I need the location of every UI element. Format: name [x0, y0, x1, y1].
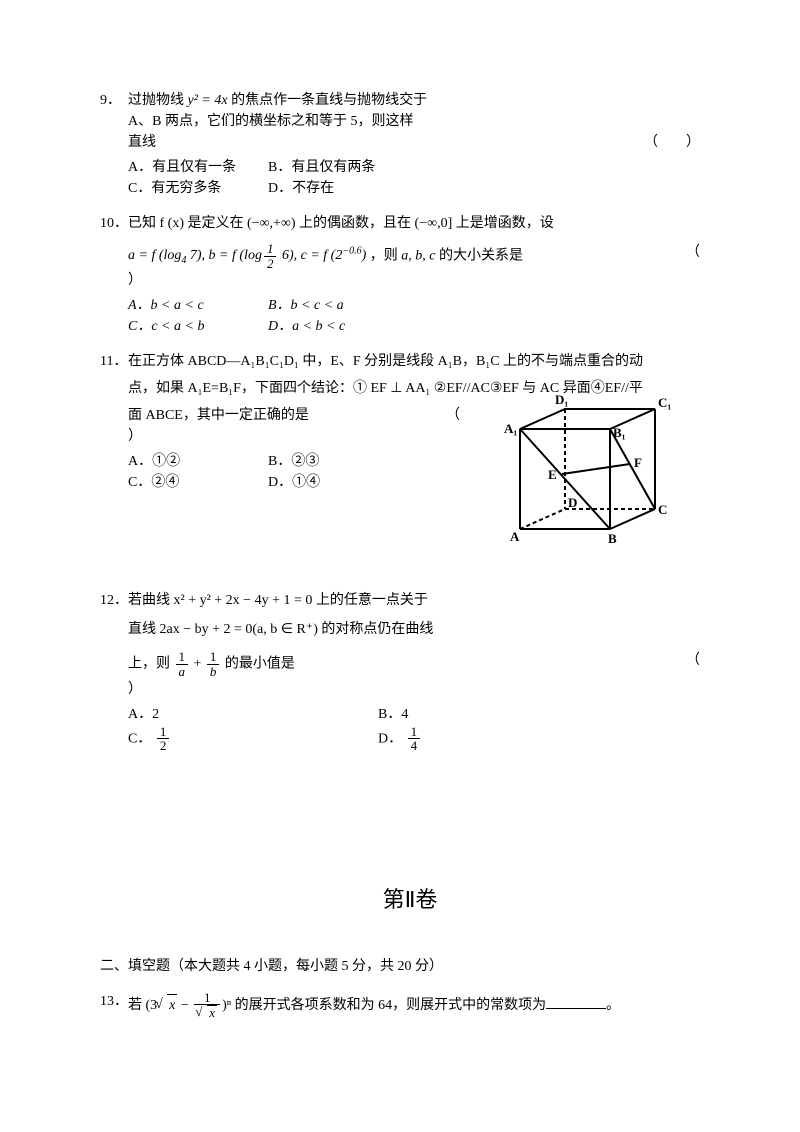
q9-line2: A、B 两点，它们的横坐标之和等于 5，则这样: [128, 114, 413, 129]
q11-opt-c: C．②④: [128, 472, 258, 493]
q10-opt-b: B．b < c < a: [268, 295, 398, 316]
q12-paren: （: [686, 650, 700, 671]
label-a1: A₁: [504, 421, 517, 436]
label-c1: C₁: [658, 395, 671, 410]
q13-mid: −: [177, 998, 192, 1013]
q12-line3b: 的最小值是: [225, 657, 295, 672]
q12-opt-d: D． 14: [378, 725, 628, 753]
q9-body: 过抛物线 y² = 4x 的焦点作一条直线与抛物线交于 A、B 两点，它们的横坐…: [128, 90, 720, 199]
question-10: 10． 已知 f (x) 是定义在 (−∞,+∞) 上的偶函数，且在 (−∞,0…: [100, 213, 720, 337]
q9-opt-c: C．有无穷多条: [128, 178, 258, 199]
q10-paren2: ）: [128, 270, 720, 291]
q10-options: A．b < a < c B．b < c < a C．c < a < b D．a …: [128, 295, 720, 337]
q11-opt-b: B．②③: [268, 451, 398, 472]
q11-line3: 面 ABCE，其中一定正确的是: [128, 408, 309, 423]
q10-formula: a = f (log4 7), b = f (log12 6), c = f (…: [128, 248, 370, 263]
q13-number: 13．: [100, 991, 128, 1012]
q12-paren2: ）: [128, 679, 720, 700]
q10-opt-a: A．b < a < c: [128, 295, 258, 316]
q11-opt-a: A．①②: [128, 451, 258, 472]
label-f: F: [634, 455, 642, 470]
cube-svg: D₁ C₁ A₁ B₁ E F A B C D: [500, 389, 680, 559]
q11-opt-d: D．①④: [268, 472, 398, 493]
q12-line3a: 上，则: [128, 657, 174, 672]
q11-paren: （: [446, 405, 460, 426]
question-13: 13． 若 (3x − 1x)ⁿ 的展开式各项系数和为 64，则展开式中的常数项…: [100, 991, 720, 1020]
q9-number: 9．: [100, 90, 128, 111]
q11-line1: 在正方体 ABCD—A₁B₁C₁D₁ 中，E、F 分别是线段 A₁B，B₁C 上…: [128, 354, 643, 369]
question-11: 11． 在正方体 ABCD—A₁B₁C₁D₁ 中，E、F 分别是线段 A₁B，B…: [100, 351, 720, 576]
q12-line2: 直线 2ax − by + 2 = 0(a, b ∈ R⁺) 的对称点仍在曲线: [128, 619, 720, 640]
q10-number: 10．: [100, 213, 128, 234]
q11-number: 11．: [100, 351, 128, 372]
q10-opt-d: D．a < b < c: [268, 316, 398, 337]
q9-opt-b: B．有且仅有两条: [268, 157, 398, 178]
q10-paren: （: [686, 242, 700, 263]
q11-line2: 点，如果 A₁E=B₁F，下面四个结论：① EF ⊥ AA₁ ②EF//AC③E…: [128, 378, 720, 399]
frac-1-sqrtx: 1x: [194, 991, 220, 1020]
label-b1: B₁: [613, 425, 626, 440]
q9-line3: 直线: [128, 135, 156, 150]
q9-opt-a: A．有且仅有一条: [128, 157, 258, 178]
q10-body: 已知 f (x) 是定义在 (−∞,+∞) 上的偶函数，且在 (−∞,0] 上是…: [128, 213, 720, 337]
q13-pre: 若 (3: [128, 998, 157, 1013]
question-12: 12． 若曲线 x² + y² + 2x − 4y + 1 = 0 上的任意一点…: [100, 590, 720, 753]
label-b: B: [608, 531, 617, 546]
q9-text: 过抛物线 y² = 4x 的焦点作一条直线与抛物线交于: [128, 93, 427, 108]
frac-1a: 1a: [176, 650, 189, 678]
section-2-title: 第Ⅱ卷: [100, 883, 720, 916]
label-d: D: [568, 495, 577, 510]
q9-formula: y² = 4x: [188, 93, 228, 108]
cube-figure: D₁ C₁ A₁ B₁ E F A B C D: [500, 389, 680, 566]
sqrt-x: x: [157, 994, 177, 1016]
q13-blank: [546, 994, 606, 1009]
q12-opt-a: A．2: [128, 704, 378, 725]
q12-opt-c: C． 12: [128, 725, 378, 753]
q12-body: 若曲线 x² + y² + 2x − 4y + 1 = 0 上的任意一点关于 直…: [128, 590, 720, 753]
q13-tail: 。: [606, 998, 620, 1013]
question-9: 9． 过抛物线 y² = 4x 的焦点作一条直线与抛物线交于 A、B 两点，它们…: [100, 90, 720, 199]
q10-opt-c: C．c < a < b: [128, 316, 258, 337]
label-e: E: [548, 467, 557, 482]
q12-opt-b: B．4: [378, 704, 628, 725]
q11-body: 在正方体 ABCD—A₁B₁C₁D₁ 中，E、F 分别是线段 A₁B，B₁C 上…: [128, 351, 720, 493]
q9-paren: （ ）: [644, 132, 700, 153]
q12-line1: 若曲线 x² + y² + 2x − 4y + 1 = 0 上的任意一点关于: [128, 593, 428, 608]
q13-body: 若 (3x − 1x)ⁿ 的展开式各项系数和为 64，则展开式中的常数项为 。: [128, 991, 720, 1020]
label-a: A: [510, 529, 520, 544]
q10-stem: 已知 f (x) 是定义在 (−∞,+∞) 上的偶函数，且在 (−∞,0] 上是…: [128, 216, 554, 231]
q13-post: )ⁿ 的展开式各项系数和为 64，则展开式中的常数项为: [222, 998, 546, 1013]
q12-options: A．2 B．4 C． 12 D． 14: [128, 704, 720, 753]
q9-options: A．有且仅有一条 B．有且仅有两条 C．有无穷多条 D．不存在: [128, 157, 720, 199]
q10-tail: ，则 a, b, c 的大小关系是: [370, 248, 523, 263]
q9-opt-d: D．不存在: [268, 178, 398, 199]
fill-blank-heading: 二、填空题（本大题共 4 小题，每小题 5 分，共 20 分）: [100, 956, 720, 977]
frac-1b: 1b: [207, 650, 220, 678]
label-c: C: [658, 502, 667, 517]
q12-number: 12．: [100, 590, 128, 611]
q12-plus: +: [194, 657, 205, 672]
